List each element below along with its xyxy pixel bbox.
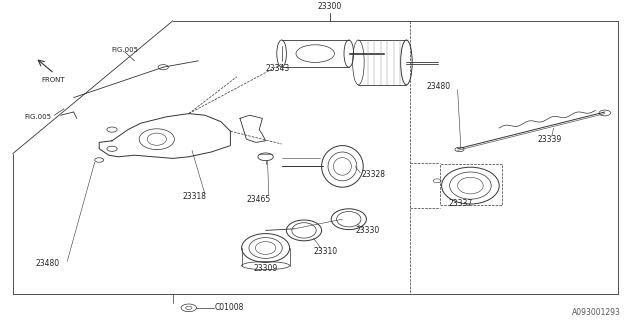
Text: 23300: 23300 — [317, 2, 342, 11]
Text: 23337: 23337 — [449, 199, 473, 208]
Text: 23318: 23318 — [182, 192, 206, 201]
Text: A093001293: A093001293 — [572, 308, 621, 317]
Text: 23309: 23309 — [253, 264, 278, 273]
Text: 23343: 23343 — [266, 64, 290, 73]
Text: 23480: 23480 — [35, 260, 60, 268]
Text: FIG.005: FIG.005 — [24, 114, 51, 120]
Text: 23310: 23310 — [314, 247, 338, 256]
Text: C01008: C01008 — [214, 303, 244, 312]
Text: FRONT: FRONT — [42, 77, 65, 83]
Text: FIG.005: FIG.005 — [111, 47, 138, 52]
Text: 23330: 23330 — [355, 226, 380, 235]
Text: 23328: 23328 — [362, 170, 385, 179]
Text: 23339: 23339 — [538, 135, 562, 144]
Text: 23480: 23480 — [426, 82, 451, 91]
Text: 23465: 23465 — [246, 196, 271, 204]
